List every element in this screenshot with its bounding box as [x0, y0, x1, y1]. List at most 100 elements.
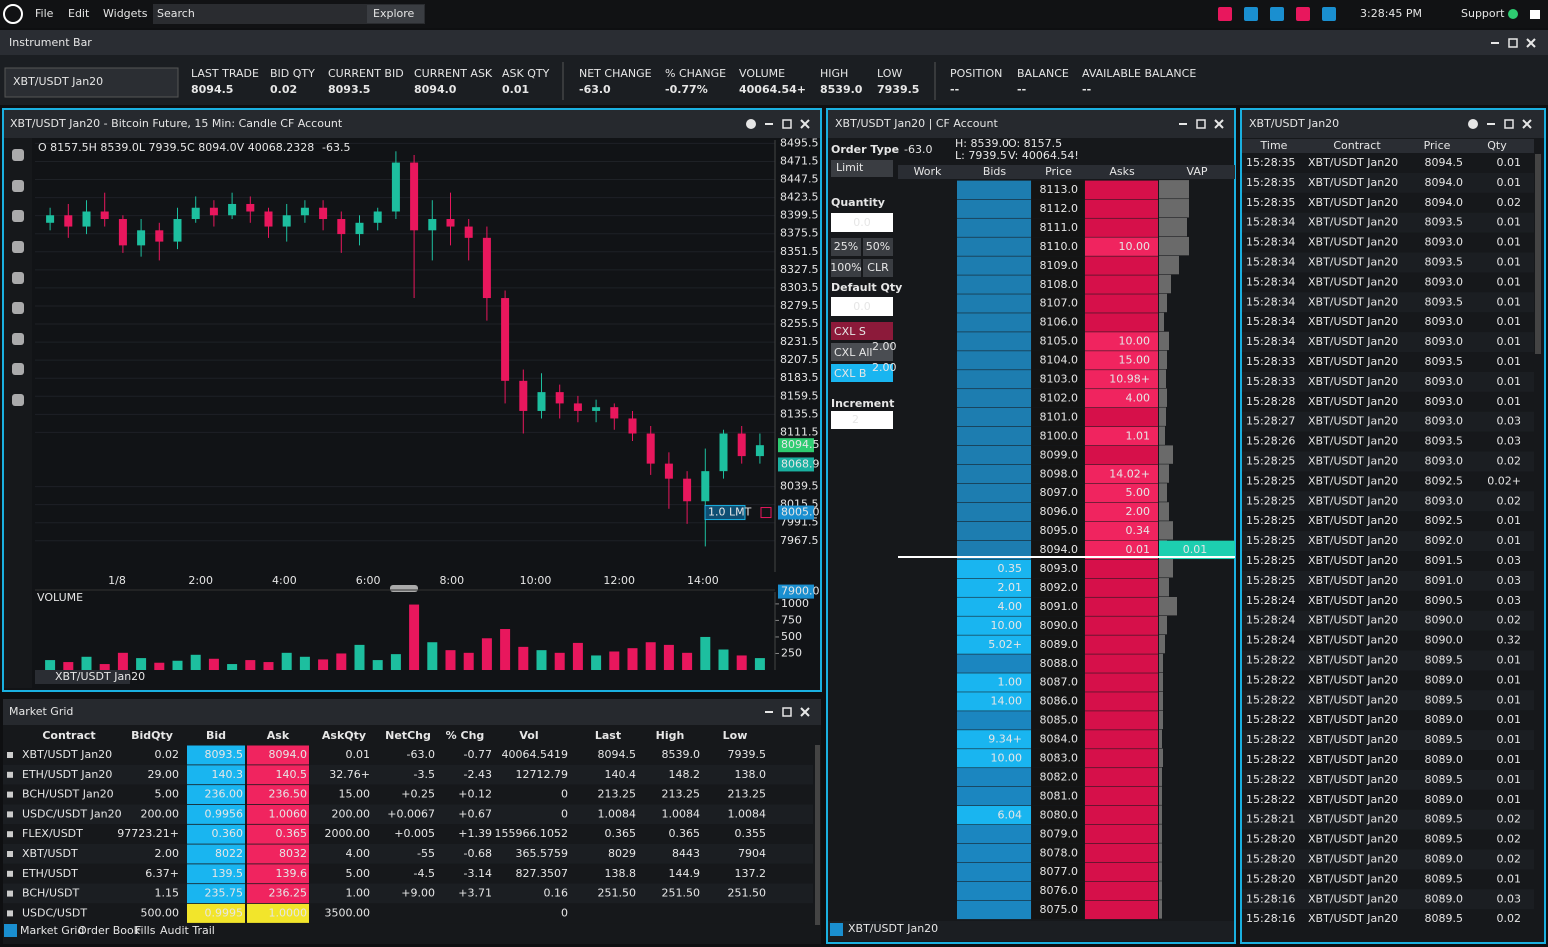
bid-cell[interactable] [957, 275, 1031, 294]
bid-cell[interactable] [957, 180, 1031, 199]
maximize-icon[interactable] [1508, 38, 1518, 48]
ask-cell[interactable] [1085, 540, 1158, 560]
grid-tab[interactable]: Fills [135, 924, 156, 937]
price-cell[interactable] [1032, 540, 1084, 560]
price-cell[interactable] [1032, 483, 1084, 503]
bid-cell[interactable] [957, 824, 1031, 844]
bid-cell[interactable] [957, 332, 1031, 351]
price-cell[interactable] [1032, 597, 1084, 616]
ask-cell[interactable] [1085, 199, 1158, 218]
ask-cell[interactable] [1085, 294, 1158, 313]
ask-cell[interactable] [1085, 578, 1158, 597]
ask-cell[interactable] [1085, 218, 1158, 237]
ask-cell[interactable] [1085, 616, 1158, 635]
bid-cell[interactable] [957, 749, 1031, 768]
tool-icon[interactable] [12, 272, 24, 284]
cancel-order[interactable] [760, 507, 772, 519]
help-icon[interactable] [746, 119, 756, 129]
ask-cell[interactable] [1085, 426, 1158, 446]
explore-button[interactable] [367, 5, 424, 23]
ask-cell[interactable] [1085, 521, 1158, 541]
scroll-thumb[interactable] [390, 585, 418, 592]
bid-cell[interactable] [957, 540, 1031, 560]
close-icon[interactable] [1526, 38, 1536, 48]
price-cell[interactable] [1032, 256, 1084, 275]
toolbar-icon[interactable] [1296, 7, 1310, 21]
bid-cell[interactable] [957, 862, 1031, 882]
ask-cell[interactable] [1085, 464, 1158, 484]
bid-cell[interactable] [957, 464, 1031, 484]
close-icon[interactable] [800, 707, 810, 717]
grid-tab[interactable]: Market Grid [20, 924, 84, 937]
ask-cell[interactable] [1085, 483, 1158, 503]
maximize-icon[interactable] [1504, 119, 1514, 129]
price-cell[interactable] [1032, 332, 1084, 351]
bid-cell[interactable] [957, 578, 1031, 597]
price-cell[interactable] [1032, 692, 1084, 711]
ask-cell[interactable] [1085, 692, 1158, 711]
row-icon[interactable] [7, 890, 13, 897]
grid-tab[interactable]: Audit Trail [160, 924, 215, 937]
bid-cell[interactable] [957, 502, 1031, 522]
price-cell[interactable] [1032, 464, 1084, 484]
ask-cell[interactable] [1085, 787, 1158, 806]
bid-cell[interactable] [957, 445, 1031, 465]
price-cell[interactable] [1032, 408, 1084, 427]
toolbar-icon[interactable] [1270, 7, 1284, 21]
cancel-button[interactable] [831, 322, 893, 340]
preset-button[interactable] [863, 238, 893, 256]
row-icon[interactable] [7, 831, 13, 838]
bid-cell[interactable] [957, 313, 1031, 332]
order-tag[interactable] [704, 505, 746, 521]
price-cell[interactable] [1032, 521, 1084, 541]
bid-cell[interactable] [957, 351, 1031, 370]
add-tab[interactable] [4, 924, 17, 937]
price-cell[interactable] [1032, 237, 1084, 256]
ask-cell[interactable] [1085, 351, 1158, 370]
bid-cell[interactable] [957, 673, 1031, 692]
close-icon[interactable] [800, 119, 810, 129]
maximize-icon[interactable] [782, 119, 792, 129]
toolbar-icon[interactable] [1244, 7, 1258, 21]
price-cell[interactable] [1032, 426, 1084, 446]
price-cell[interactable] [1032, 445, 1084, 465]
row-icon[interactable] [7, 910, 13, 917]
row-icon[interactable] [7, 851, 13, 857]
search-box[interactable] [153, 4, 425, 24]
price-cell[interactable] [1032, 787, 1084, 806]
ask-cell[interactable] [1085, 730, 1158, 749]
bid-cell[interactable] [957, 881, 1031, 901]
bid-cell[interactable] [957, 559, 1031, 578]
price-cell[interactable] [1032, 370, 1084, 389]
ask-cell[interactable] [1085, 900, 1158, 920]
tool-icon[interactable] [12, 333, 24, 345]
bid-cell[interactable] [957, 768, 1031, 787]
cancel-button[interactable] [831, 364, 893, 382]
bid-cell[interactable] [957, 635, 1031, 654]
price-cell[interactable] [1032, 805, 1084, 825]
price-cell[interactable] [1032, 351, 1084, 370]
increment-input[interactable] [831, 411, 893, 429]
ask-cell[interactable] [1085, 256, 1158, 275]
price-cell[interactable] [1032, 900, 1084, 920]
bid-cell[interactable] [957, 730, 1031, 749]
ask-cell[interactable] [1085, 597, 1158, 616]
tool-icon[interactable] [12, 241, 24, 253]
bid-cell[interactable] [957, 370, 1031, 389]
bid-cell[interactable] [957, 597, 1031, 616]
price-cell[interactable] [1032, 180, 1084, 199]
ask-cell[interactable] [1085, 654, 1158, 673]
price-cell[interactable] [1032, 824, 1084, 844]
ask-cell[interactable] [1085, 275, 1158, 294]
quantity-input[interactable] [831, 213, 893, 232]
preset-button[interactable] [831, 238, 861, 256]
chart-tab[interactable] [35, 670, 130, 684]
bid-cell[interactable] [957, 616, 1031, 635]
ask-cell[interactable] [1085, 180, 1158, 199]
price-cell[interactable] [1032, 616, 1084, 635]
ask-cell[interactable] [1085, 805, 1158, 825]
bid-cell[interactable] [957, 692, 1031, 711]
ask-cell[interactable] [1085, 881, 1158, 901]
book-tab[interactable]: XBT/USDT Jan20 [848, 922, 938, 935]
price-cell[interactable] [1032, 275, 1084, 294]
